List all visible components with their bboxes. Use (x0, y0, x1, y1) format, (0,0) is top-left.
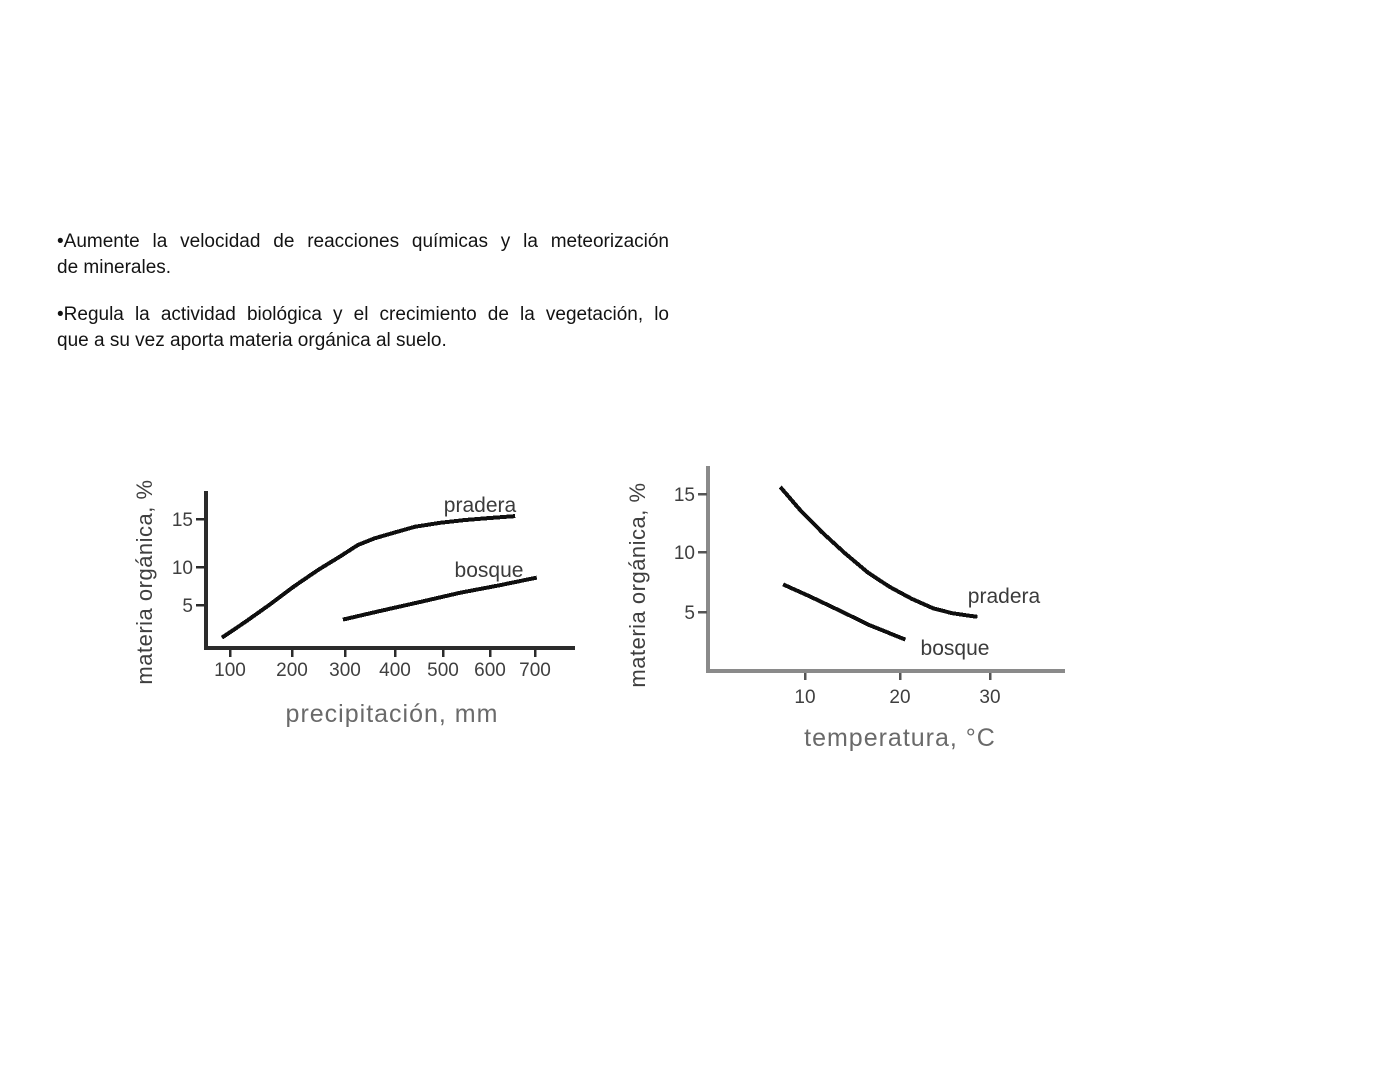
x-tick-label: 300 (329, 660, 361, 681)
y-tick-label: 5 (684, 603, 695, 624)
y-axis-title: materia orgánica, % (132, 479, 157, 684)
x-tick-label: 20 (889, 687, 910, 708)
body-text: •Aumente la velocidad de reacciones quím… (57, 229, 669, 354)
x-tick-label: 100 (214, 660, 246, 681)
x-tick-label: 200 (276, 660, 308, 681)
text-line: •Regula la actividad biológica y el crec… (57, 304, 669, 325)
pradera-curve (778, 485, 978, 619)
text-line: •Aumente la velocidad de reacciones quím… (57, 231, 669, 252)
temperature-chart: 5 10 15 10 20 30 temperatura, °C materia orgáni… (625, 466, 1065, 752)
x-tick-label: 10 (794, 687, 815, 708)
pradera-curve (220, 514, 516, 640)
bosque-series-label: bosque (455, 559, 524, 582)
y-tick-label: 15 (172, 510, 193, 531)
y-axis-title: materia orgánica, % (625, 482, 650, 687)
y-tick-label: 15 (674, 485, 695, 506)
y-tick-label: 10 (172, 558, 193, 579)
text-line: que a su vez aporta materia orgánica al … (57, 330, 447, 351)
x-axis-title: precipitación, mm (286, 700, 499, 728)
x-tick-label: 700 (519, 660, 551, 681)
y-tick-label: 10 (674, 543, 695, 564)
bosque-curve (782, 582, 907, 642)
text-line: de minerales. (57, 257, 172, 278)
bullet-paragraph: •Aumente la velocidad de reacciones quím… (57, 229, 669, 281)
pradera-series-label: pradera (968, 585, 1041, 608)
bosque-series-label: bosque (921, 637, 990, 660)
bosque-curve (342, 575, 538, 622)
x-tick-label: 600 (474, 660, 506, 681)
x-tick-label: 500 (427, 660, 459, 681)
x-tick-label: 400 (379, 660, 411, 681)
x-tick-label: 30 (979, 687, 1000, 708)
y-tick-label: 5 (182, 596, 193, 617)
x-axis-title: temperatura, °C (804, 724, 996, 752)
bullet-paragraph: •Regula la actividad biológica y el crec… (57, 302, 669, 354)
precipitation-chart: 5 10 15 100 200 300 400 500 600 700 precipitación,… (132, 479, 575, 728)
pradera-series-label: pradera (444, 494, 517, 517)
